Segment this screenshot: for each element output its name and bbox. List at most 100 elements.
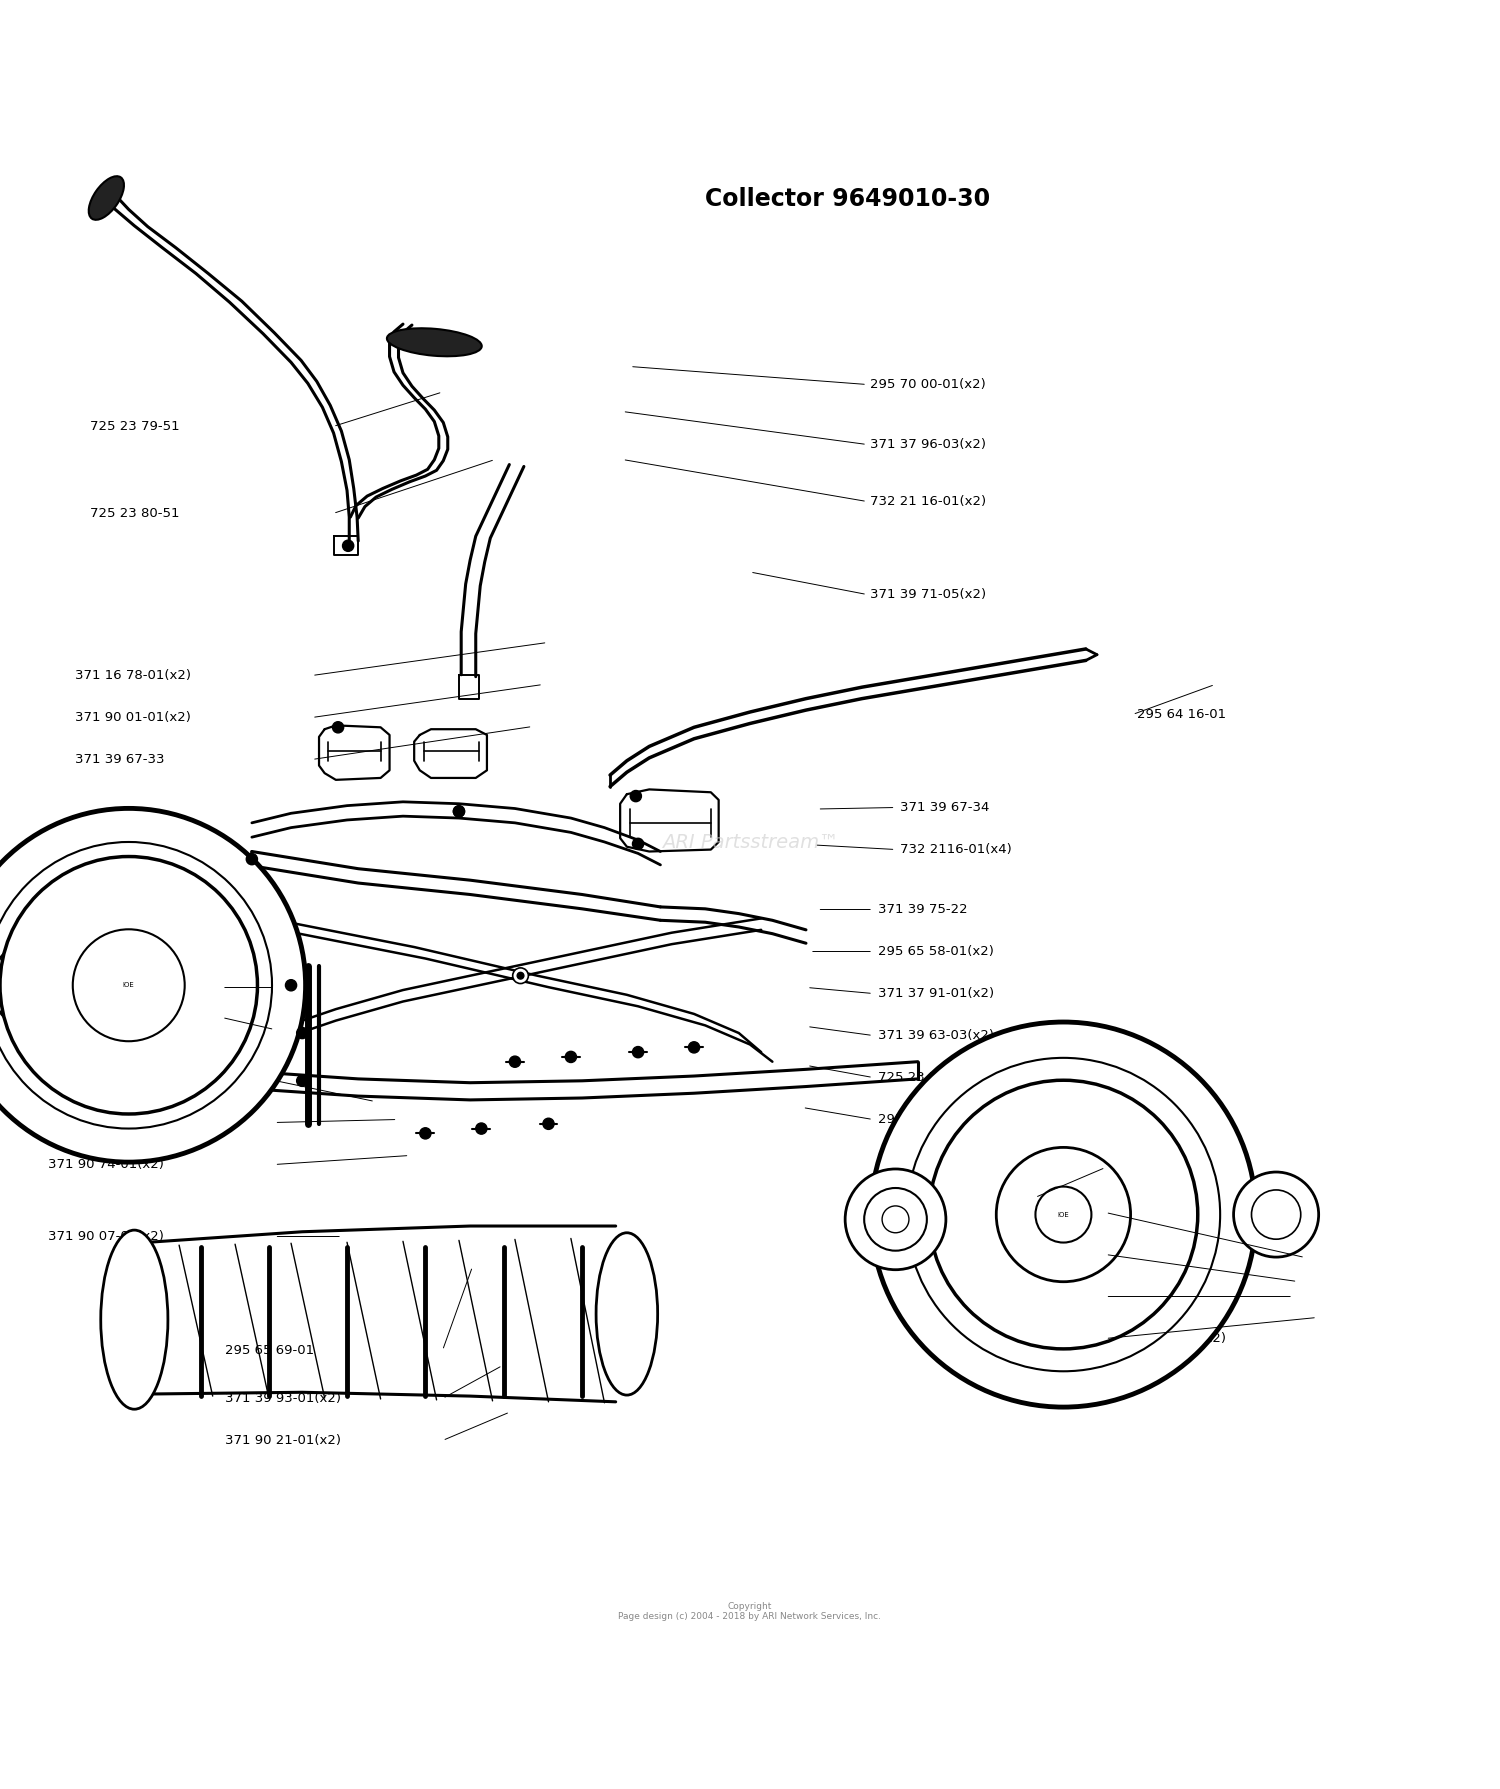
Text: 371 91 42-01(x2): 371 91 42-01(x2) xyxy=(1110,1290,1226,1302)
Ellipse shape xyxy=(172,1005,186,1016)
Text: 371 91 44-01(x2): 371 91 44-01(x2) xyxy=(1110,1249,1226,1261)
Text: 732 21 16-01(x2): 732 21 16-01(x2) xyxy=(870,496,986,508)
Circle shape xyxy=(53,957,70,975)
Text: 295 64 73-01(x2): 295 64 73-01(x2) xyxy=(878,1113,993,1125)
Ellipse shape xyxy=(88,175,125,220)
Ellipse shape xyxy=(1056,1288,1070,1310)
Circle shape xyxy=(1251,1190,1300,1240)
Circle shape xyxy=(0,857,258,1115)
Text: 295 70 00-01(x2): 295 70 00-01(x2) xyxy=(870,377,986,392)
Circle shape xyxy=(0,941,81,1030)
Text: 371 39 93-01(x2): 371 39 93-01(x2) xyxy=(225,1392,340,1404)
Circle shape xyxy=(633,1047,644,1057)
Text: 295 65 69-01: 295 65 69-01 xyxy=(225,1344,314,1358)
Text: 371 90 07-01(x2): 371 90 07-01(x2) xyxy=(48,1231,164,1243)
Circle shape xyxy=(0,843,272,1129)
Circle shape xyxy=(1233,1172,1318,1258)
Text: 371 91 33-22: 371 91 33-22 xyxy=(48,1116,138,1129)
Text: 295 64 16-01: 295 64 16-01 xyxy=(1137,708,1226,721)
Ellipse shape xyxy=(968,1165,988,1181)
Circle shape xyxy=(688,1041,699,1054)
Text: 371 37 96-03(x2): 371 37 96-03(x2) xyxy=(870,438,986,451)
Text: IOE: IOE xyxy=(1058,1211,1070,1218)
Circle shape xyxy=(996,1147,1131,1281)
Text: 371 37 91-01(x2): 371 37 91-01(x2) xyxy=(878,988,993,1000)
Text: 371 39 75-22: 371 39 75-22 xyxy=(878,903,968,916)
Circle shape xyxy=(57,962,66,971)
Text: 371 90 62-01: 371 90 62-01 xyxy=(1110,1161,1200,1174)
Circle shape xyxy=(906,1057,1220,1372)
Text: 371 90 74-01(x2): 371 90 74-01(x2) xyxy=(48,1157,164,1172)
Text: IOE: IOE xyxy=(123,982,135,988)
Circle shape xyxy=(8,957,64,1013)
Ellipse shape xyxy=(46,1020,66,1041)
Circle shape xyxy=(871,1022,1256,1408)
Text: 725 23 80-51: 725 23 80-51 xyxy=(90,506,180,521)
Ellipse shape xyxy=(885,1202,906,1236)
Circle shape xyxy=(0,809,306,1163)
Circle shape xyxy=(24,973,46,996)
Ellipse shape xyxy=(1056,1120,1070,1141)
Circle shape xyxy=(453,805,465,818)
Text: 371 39 67-33: 371 39 67-33 xyxy=(75,753,165,766)
Ellipse shape xyxy=(100,1231,168,1410)
Circle shape xyxy=(510,1056,520,1068)
Text: 371 16 78-01(x2): 371 16 78-01(x2) xyxy=(75,669,190,682)
Circle shape xyxy=(864,1188,927,1251)
Ellipse shape xyxy=(124,928,134,943)
Ellipse shape xyxy=(210,973,226,998)
Ellipse shape xyxy=(70,955,86,966)
Text: ARI Partsstream™: ARI Partsstream™ xyxy=(662,832,839,852)
Circle shape xyxy=(566,1052,576,1063)
Ellipse shape xyxy=(144,903,168,921)
Ellipse shape xyxy=(172,955,186,966)
Ellipse shape xyxy=(968,1249,988,1265)
Circle shape xyxy=(285,980,297,991)
Text: 295 69 63-01(x2): 295 69 63-01(x2) xyxy=(1110,1206,1226,1218)
Circle shape xyxy=(246,853,258,864)
Circle shape xyxy=(297,1075,307,1086)
Circle shape xyxy=(453,805,465,818)
Text: 295 61 33-05(x2): 295 61 33-05(x2) xyxy=(1110,1333,1226,1345)
Text: 371 39 71-05(x2): 371 39 71-05(x2) xyxy=(870,589,986,601)
Text: 371 92 64-14(x2): 371 92 64-14(x2) xyxy=(48,1023,164,1036)
Circle shape xyxy=(543,1118,554,1129)
Text: Collector 9649010-30: Collector 9649010-30 xyxy=(705,186,990,211)
Ellipse shape xyxy=(1138,1165,1160,1181)
Text: 725 23 79-51: 725 23 79-51 xyxy=(90,420,180,433)
Circle shape xyxy=(1035,1186,1092,1243)
Circle shape xyxy=(333,721,344,733)
Text: Copyright
Page design (c) 2004 - 2018 by ARI Network Services, Inc.: Copyright Page design (c) 2004 - 2018 by… xyxy=(618,1601,882,1621)
Ellipse shape xyxy=(387,327,482,356)
Circle shape xyxy=(108,964,148,1005)
Text: 371 90 61-01: 371 90 61-01 xyxy=(48,980,138,995)
Ellipse shape xyxy=(124,1027,134,1043)
Text: 371 39 63-03(x2): 371 39 63-03(x2) xyxy=(878,1029,993,1041)
Circle shape xyxy=(74,928,184,1041)
Circle shape xyxy=(928,1081,1198,1349)
Circle shape xyxy=(633,839,644,850)
Circle shape xyxy=(882,1206,909,1233)
Ellipse shape xyxy=(144,1050,168,1066)
Text: 371 90 21-01(x2): 371 90 21-01(x2) xyxy=(225,1435,340,1447)
Circle shape xyxy=(84,941,174,1030)
Text: 371 90 01-01(x2): 371 90 01-01(x2) xyxy=(75,710,190,725)
Text: 295 65 58-01(x2): 295 65 58-01(x2) xyxy=(878,945,993,957)
Text: 371 39 58-01(x2): 371 39 58-01(x2) xyxy=(48,1073,164,1088)
Circle shape xyxy=(844,1168,946,1270)
Circle shape xyxy=(420,1127,430,1140)
Ellipse shape xyxy=(596,1233,657,1395)
Circle shape xyxy=(342,540,354,551)
Circle shape xyxy=(513,968,528,984)
Ellipse shape xyxy=(1138,1249,1160,1265)
Text: 732 2116-01(x4): 732 2116-01(x4) xyxy=(900,843,1011,855)
Text: 725 23 79-51(x4): 725 23 79-51(x4) xyxy=(878,1072,993,1084)
Text: 371 39 67-34: 371 39 67-34 xyxy=(900,801,990,814)
Circle shape xyxy=(476,1123,488,1134)
Circle shape xyxy=(297,1027,307,1039)
Circle shape xyxy=(56,912,201,1057)
Circle shape xyxy=(518,973,524,979)
Ellipse shape xyxy=(46,928,66,952)
Ellipse shape xyxy=(70,1005,86,1016)
Circle shape xyxy=(630,791,642,801)
